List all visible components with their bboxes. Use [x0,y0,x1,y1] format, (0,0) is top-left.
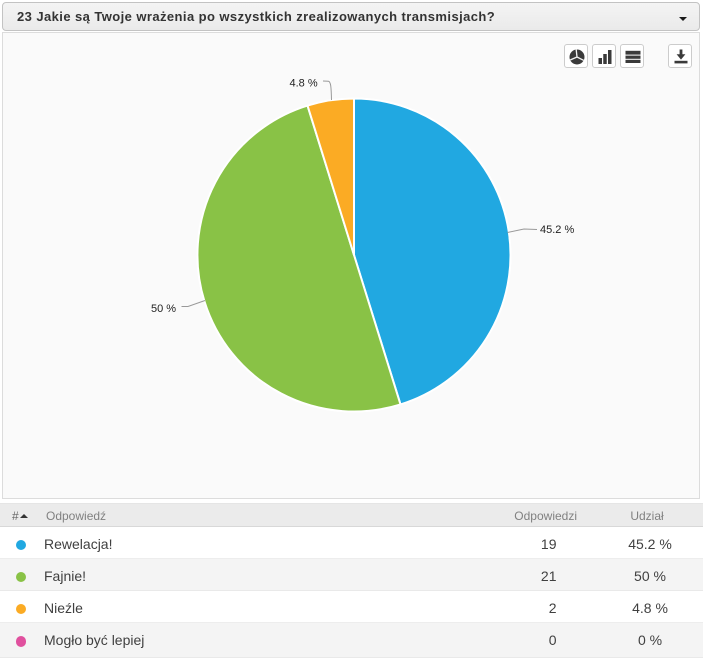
svg-text:50 %: 50 % [151,303,176,315]
svg-text:45.2 %: 45.2 % [540,224,574,236]
svg-text:4.8 %: 4.8 % [290,78,318,90]
